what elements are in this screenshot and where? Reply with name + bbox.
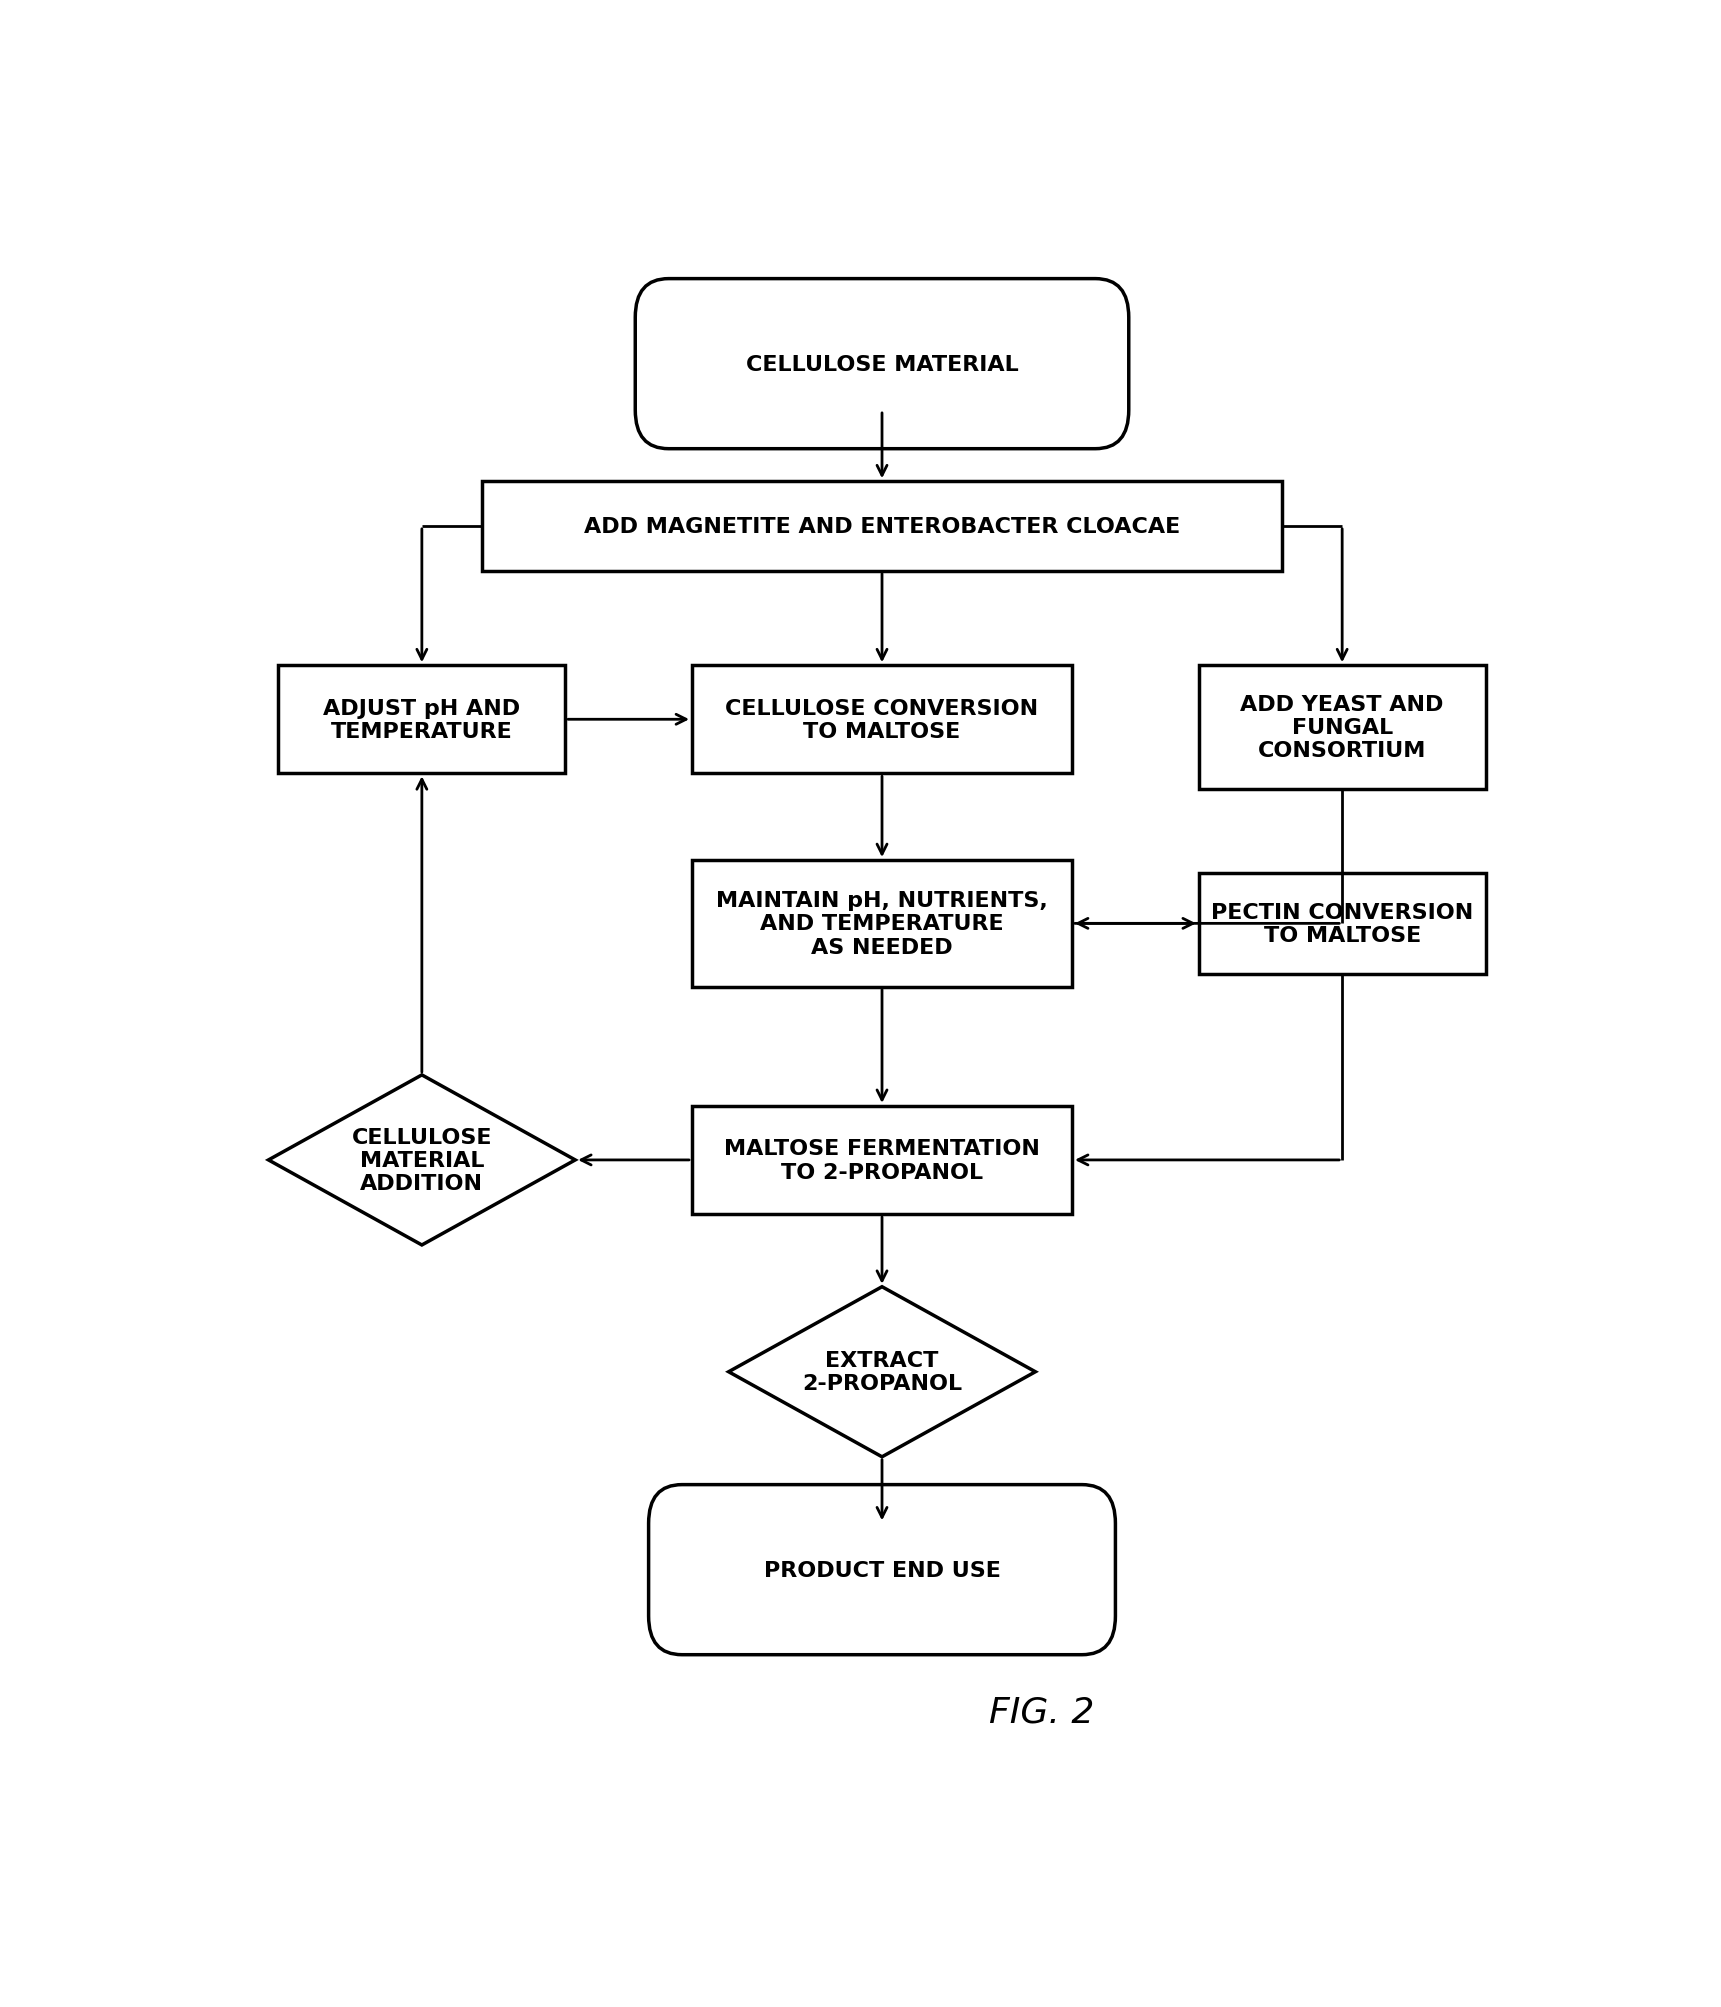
Bar — [692, 666, 1072, 775]
Bar — [1200, 873, 1485, 973]
Text: ADJUST pH AND
TEMPERATURE: ADJUST pH AND TEMPERATURE — [324, 698, 520, 741]
Bar — [692, 1106, 1072, 1214]
Bar — [279, 666, 564, 775]
Text: PECTIN CONVERSION
TO MALTOSE: PECTIN CONVERSION TO MALTOSE — [1212, 903, 1473, 945]
Text: FIG. 2: FIG. 2 — [990, 1696, 1095, 1730]
Polygon shape — [728, 1286, 1036, 1457]
Polygon shape — [268, 1076, 575, 1244]
Text: MAINTAIN pH, NUTRIENTS,
AND TEMPERATURE
AS NEEDED: MAINTAIN pH, NUTRIENTS, AND TEMPERATURE … — [716, 891, 1048, 957]
Text: PRODUCT END USE: PRODUCT END USE — [764, 1559, 1000, 1580]
Bar — [482, 482, 1282, 572]
Text: CELLULOSE CONVERSION
TO MALTOSE: CELLULOSE CONVERSION TO MALTOSE — [726, 698, 1038, 741]
Text: CELLULOSE MATERIAL: CELLULOSE MATERIAL — [745, 355, 1019, 375]
Text: MALTOSE FERMENTATION
TO 2-PROPANOL: MALTOSE FERMENTATION TO 2-PROPANOL — [725, 1138, 1039, 1182]
Bar — [1200, 666, 1485, 789]
Bar — [692, 861, 1072, 987]
Text: ADD MAGNETITE AND ENTEROBACTER CLOACAE: ADD MAGNETITE AND ENTEROBACTER CLOACAE — [583, 516, 1181, 536]
FancyBboxPatch shape — [649, 1485, 1115, 1656]
Text: CELLULOSE
MATERIAL
ADDITION: CELLULOSE MATERIAL ADDITION — [351, 1128, 492, 1194]
Text: ADD YEAST AND
FUNGAL
CONSORTIUM: ADD YEAST AND FUNGAL CONSORTIUM — [1241, 694, 1444, 761]
FancyBboxPatch shape — [635, 279, 1129, 450]
Text: EXTRACT
2-PROPANOL: EXTRACT 2-PROPANOL — [802, 1351, 962, 1393]
